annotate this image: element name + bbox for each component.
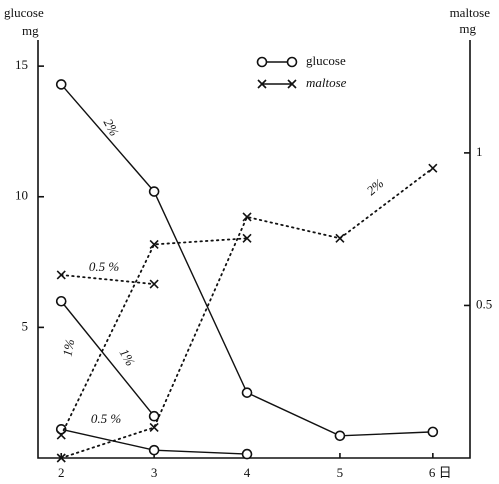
series-label: 2% — [101, 116, 122, 138]
series-label: 1% — [60, 338, 78, 358]
y-tick-label: 15 — [15, 57, 28, 72]
marker — [56, 453, 66, 463]
marker — [55, 295, 67, 307]
marker — [241, 387, 253, 398]
marker — [427, 426, 439, 438]
marker — [335, 233, 345, 243]
y2-tick-label: 0.5 — [476, 296, 492, 311]
series-line — [60, 237, 248, 437]
y-axis-title: glucose — [4, 5, 44, 20]
legend-label: glucose — [306, 53, 346, 68]
marker — [257, 79, 267, 89]
x-tick-label: 6 日 — [429, 465, 452, 480]
marker — [242, 233, 252, 243]
y-axis-unit: mg — [22, 23, 39, 38]
x-tick-label: 2 — [58, 465, 65, 480]
marker — [148, 186, 160, 197]
series-label: 0.5 % — [91, 411, 122, 426]
marker — [56, 430, 66, 440]
marker — [287, 79, 297, 89]
marker — [428, 163, 438, 173]
series-label: 2% — [364, 175, 387, 198]
series-line — [60, 167, 434, 459]
axes — [37, 40, 471, 459]
marker — [149, 239, 159, 249]
series-label: 0.5 % — [89, 259, 120, 274]
marker — [56, 270, 66, 280]
x-tick-label: 4 — [244, 465, 251, 480]
marker — [256, 56, 268, 68]
y-tick-label: 5 — [22, 318, 29, 333]
y2-tick-label: 1 — [476, 144, 483, 159]
marker — [149, 422, 159, 433]
y2-axis-unit: mg — [459, 21, 476, 36]
x-tick-label: 3 — [151, 465, 158, 480]
x-tick-label: 5 — [337, 465, 344, 480]
marker — [286, 56, 298, 68]
y2-axis-title: maltose — [450, 5, 491, 20]
marker — [241, 448, 253, 460]
marker — [334, 430, 346, 442]
marker — [55, 79, 67, 90]
series-label: 1% — [116, 346, 138, 369]
series-line — [60, 300, 155, 417]
marker — [149, 279, 159, 289]
series-line — [60, 274, 156, 285]
marker — [148, 444, 160, 456]
y-tick-label: 10 — [15, 188, 28, 203]
legend-label: maltose — [306, 75, 347, 90]
marker — [242, 212, 252, 222]
